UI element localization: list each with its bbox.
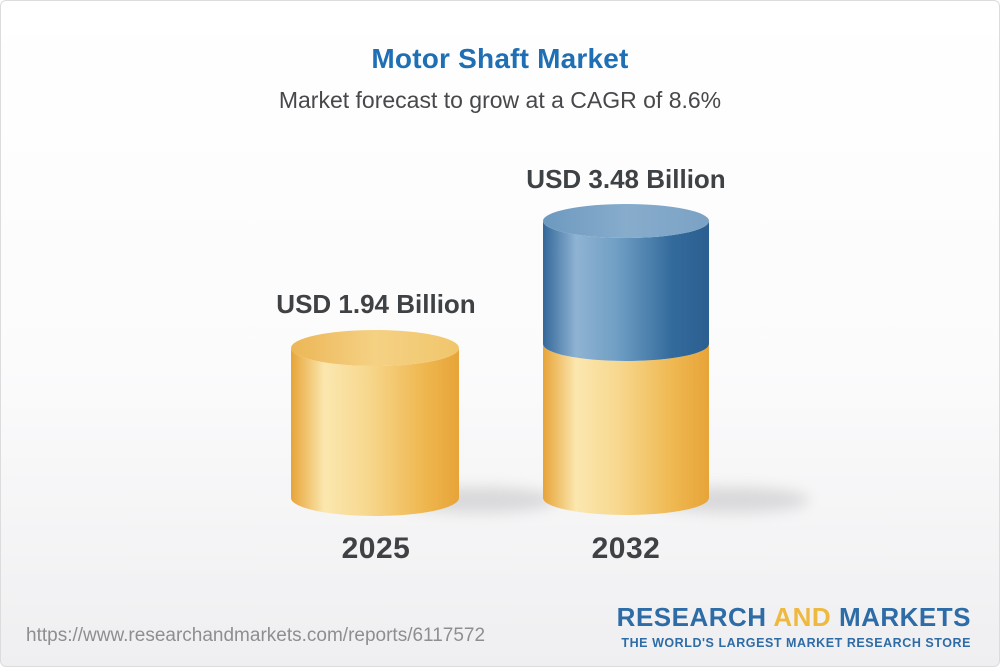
- category-label-2025: 2025: [341, 532, 411, 565]
- value-label-2032: USD 3.48 Billion: [526, 164, 726, 194]
- report-url: https://www.researchandmarkets.com/repor…: [26, 625, 486, 646]
- cylinder-2032-blue-segment: [543, 221, 709, 361]
- cylinder-2032-top: [543, 204, 709, 238]
- logo-wordmark: RESEARCH AND MARKETS: [617, 602, 971, 633]
- logo-word-markets: MARKETS: [838, 602, 971, 632]
- research-and-markets-logo: RESEARCH AND MARKETS THE WORLD'S LARGEST…: [617, 602, 971, 650]
- page-title: Motor Shaft Market: [371, 43, 629, 74]
- logo-word-research: RESEARCH: [616, 602, 767, 632]
- cylinder-2032: [543, 204, 709, 515]
- page-subtitle: Market forecast to grow at a CAGR of 8.6…: [278, 87, 722, 113]
- value-label-2025: USD 1.94 Billion: [276, 289, 476, 319]
- cylinder-2032-yellow-segment: [543, 344, 709, 515]
- category-label-2032: 2032: [591, 532, 661, 565]
- logo-word-and: AND: [773, 602, 832, 632]
- cylinder-2025-body: [291, 348, 459, 516]
- logo-tagline: THE WORLD'S LARGEST MARKET RESEARCH STOR…: [621, 636, 971, 650]
- cylinder-2025: [291, 330, 459, 516]
- cylinder-2025-top: [291, 330, 459, 366]
